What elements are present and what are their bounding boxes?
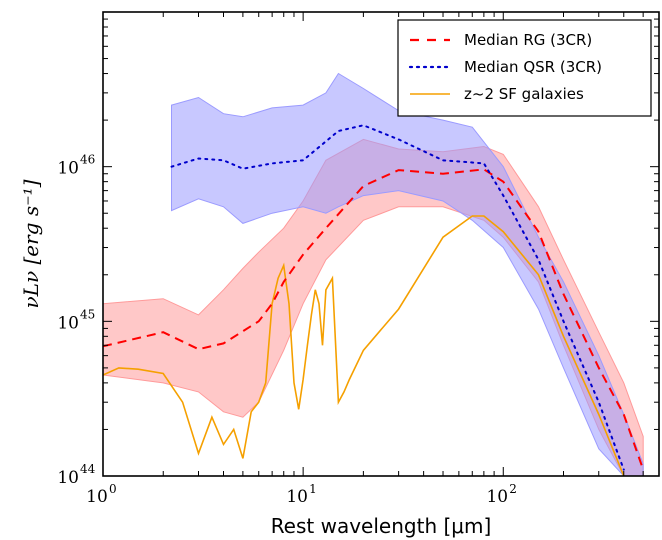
y-tick-label: 10 (57, 468, 79, 488)
x-tick-exponent: 1 (309, 482, 317, 496)
x-tick-exponent: 2 (509, 482, 517, 496)
x-tick-exponent: 0 (109, 482, 117, 496)
x-tick-label: 10 (86, 487, 108, 507)
series-line-0 (103, 168, 645, 470)
ticks-layer (102, 12, 660, 477)
y-tick-exponent: 44 (80, 462, 96, 476)
x-axis-label: Rest wavelength [μm] (271, 514, 492, 538)
band-qsr (171, 72, 644, 476)
plot-frame (102, 11, 660, 477)
x-tick-label: 10 (486, 487, 508, 507)
y-axis-label: νLν [erg s⁻¹] (19, 179, 43, 308)
legend-label-2: z~2 SF galaxies (464, 85, 584, 103)
y-tick-exponent: 46 (80, 153, 95, 167)
y-tick-label: 10 (57, 313, 79, 333)
y-tick-label: 10 (57, 159, 79, 179)
series-line-1 (170, 124, 625, 471)
bands-layer (103, 72, 644, 476)
legend-label-1: Median QSR (3CR) (464, 58, 602, 76)
y-tick-exponent: 45 (80, 307, 95, 321)
lines-layer (103, 124, 645, 476)
series-line-2 (103, 215, 625, 476)
legend: Median RG (3CR) Median QSR (3CR) z~2 SF ga… (397, 19, 652, 117)
legend-label-0: Median RG (3CR) (464, 31, 592, 49)
x-tick-label: 10 (286, 487, 308, 507)
